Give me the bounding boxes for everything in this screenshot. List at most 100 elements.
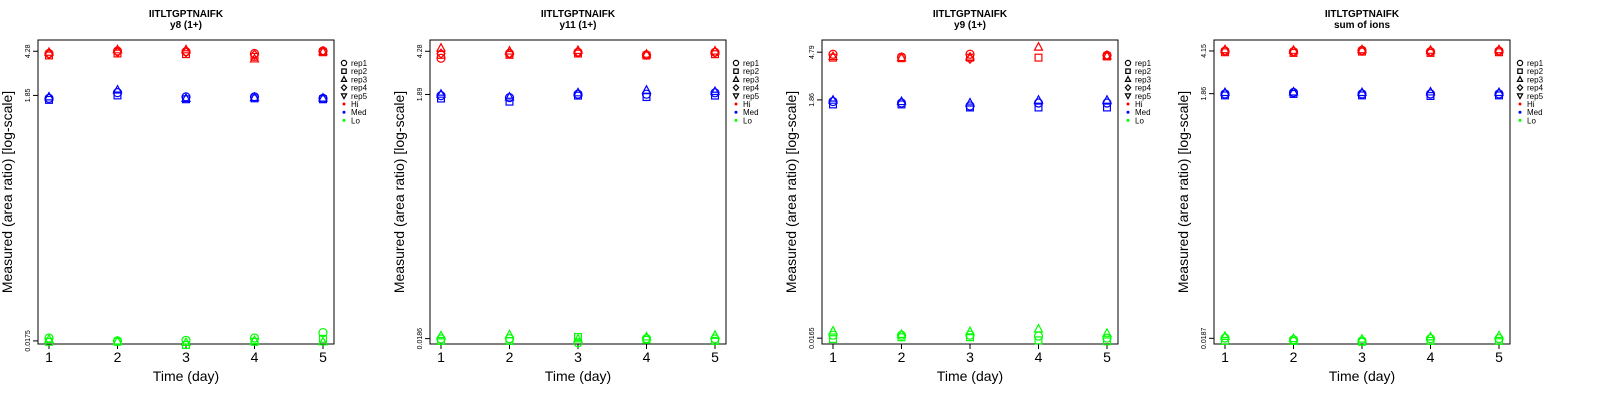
legend-marker-hi: [1518, 102, 1522, 106]
data-point-lo-day1-rep3: [43, 333, 55, 344]
data-point-med-day4-rep3: [249, 91, 260, 102]
data-point-med-day4-rep2: [1426, 91, 1435, 100]
data-point-lo-day2-rep3: [504, 329, 515, 339]
data-point-med-day2-rep3: [1288, 86, 1299, 96]
plot-area: [429, 39, 727, 345]
series-hi: [435, 42, 721, 63]
data-point-med-day1-rep3: [1219, 86, 1231, 97]
y-tick-label: 1.89: [417, 88, 424, 102]
legend-label-hi: Hi: [1135, 100, 1143, 109]
legend-marker-rep1: [1124, 59, 1132, 67]
x-tick-label: 2: [898, 349, 906, 365]
legend-label-rep4: rep4: [1527, 84, 1544, 93]
data-point-lo-day5-rep3: [709, 329, 721, 339]
x-tick-label: 3: [574, 349, 582, 365]
data-point-hi-day2-rep3: [112, 44, 123, 54]
x-tick-label: 4: [643, 349, 651, 365]
legend-marker-rep5: [340, 93, 348, 100]
x-tick-label: 4: [1035, 349, 1043, 365]
legend-marker-rep3: [732, 75, 740, 82]
x-tick-label: 4: [251, 349, 259, 365]
y-axis-label: Measured (area ratio) [log-scale]: [0, 91, 15, 293]
data-point-med-day2-rep2: [505, 97, 514, 106]
legend-label-rep3: rep3: [743, 75, 760, 84]
x-tick-label: 5: [319, 349, 327, 365]
legend-label-rep2: rep2: [1527, 67, 1544, 76]
legend-label-med: Med: [351, 108, 367, 117]
data-point-hi-day5-rep4: [1102, 50, 1112, 61]
legend-marker-rep4: [1516, 83, 1524, 92]
data-point-lo-day3-rep1: [573, 338, 583, 348]
data-point-hi-day1-rep3: [435, 42, 447, 52]
x-tick-label: 5: [1103, 349, 1111, 365]
y-tick-label: 0.0175: [25, 330, 32, 352]
data-point-hi-day4-rep4: [641, 49, 652, 61]
data-point-med-day5-rep2: [1102, 103, 1111, 112]
legend-label-rep3: rep3: [1527, 75, 1544, 84]
series-hi: [43, 44, 329, 63]
legend-label-hi: Hi: [351, 100, 359, 109]
y-tick-label: 4.79: [809, 45, 816, 59]
data-point-hi-day2-rep4: [504, 48, 515, 59]
data-point-lo-day3-rep3: [572, 333, 584, 343]
legend-marker-med: [1518, 110, 1522, 114]
data-point-lo-day2-rep2: [505, 336, 514, 345]
y-tick-label: 4.28: [417, 44, 424, 58]
series-lo: [435, 329, 721, 348]
data-point-hi-day2-rep2: [897, 54, 906, 63]
plot-area: [37, 39, 335, 345]
legend-label-rep5: rep5: [1135, 92, 1152, 101]
legend-label-lo: Lo: [351, 116, 360, 125]
data-point-med-day4-rep3: [1425, 86, 1436, 96]
data-point-med-day4-rep3: [641, 84, 652, 94]
data-point-med-day1-rep3: [827, 94, 839, 104]
y-tick-label: 0.0187: [1201, 327, 1208, 349]
legend-marker-med: [1126, 110, 1130, 114]
legend-marker-rep4: [340, 83, 348, 92]
data-point-hi-day3-rep4: [573, 46, 583, 58]
legend-label-med: Med: [743, 108, 759, 117]
series-med: [435, 84, 721, 106]
data-point-lo-day4-rep2: [1034, 336, 1043, 345]
chart-subtitle: sum of ions: [1334, 20, 1391, 31]
data-point-med-day2-rep3: [112, 84, 123, 94]
data-point-med-day5-rep3: [1101, 94, 1113, 104]
x-axis-label: Time (day): [937, 368, 1003, 384]
chart-title: IITLTGPTNAIFK: [1325, 9, 1400, 20]
data-point-med-day2-rep2: [113, 91, 122, 100]
chart-title: IITLTGPTNAIFK: [541, 9, 616, 20]
legend-label-hi: Hi: [1527, 100, 1535, 109]
legend-marker-lo: [1518, 118, 1522, 122]
legend-label-rep1: rep1: [351, 59, 368, 68]
legend-label-rep4: rep4: [1135, 84, 1152, 93]
data-point-lo-day1-rep2: [1220, 336, 1229, 345]
y-tick-label: 1.86: [809, 93, 816, 107]
data-point-med-day3-rep3: [180, 92, 192, 102]
data-point-med-day4-rep3: [1033, 94, 1044, 104]
x-axis-label: Time (day): [1329, 368, 1395, 384]
legend-marker-rep1: [340, 59, 348, 67]
y-tick-label: 4.15: [1201, 44, 1208, 58]
data-point-lo-day5-rep2: [710, 336, 719, 345]
data-point-med-day5-rep3: [317, 92, 329, 102]
legend-marker-rep2: [341, 68, 347, 75]
legend-label-rep2: rep2: [351, 67, 368, 76]
x-tick-label: 1: [45, 349, 53, 365]
legend-marker-lo: [342, 118, 346, 122]
data-point-med-day2-rep3: [504, 91, 515, 101]
data-point-lo-day4-rep3: [641, 331, 652, 341]
data-point-lo-day5-rep2: [1494, 336, 1503, 345]
y-tick-label: 1.86: [1201, 87, 1208, 101]
legend-marker-hi: [342, 102, 346, 106]
legend-marker-med: [734, 110, 738, 114]
y-axis-label: Measured (area ratio) [log-scale]: [391, 91, 407, 293]
plot-area: [1213, 39, 1511, 345]
chart-subtitle: y9 (1+): [954, 20, 986, 31]
data-point-hi-day3-rep4: [181, 46, 191, 58]
data-point-lo-day3-rep3: [964, 325, 976, 336]
legend-label-lo: Lo: [1135, 116, 1144, 125]
data-point-hi-day4-rep3: [1033, 41, 1044, 51]
